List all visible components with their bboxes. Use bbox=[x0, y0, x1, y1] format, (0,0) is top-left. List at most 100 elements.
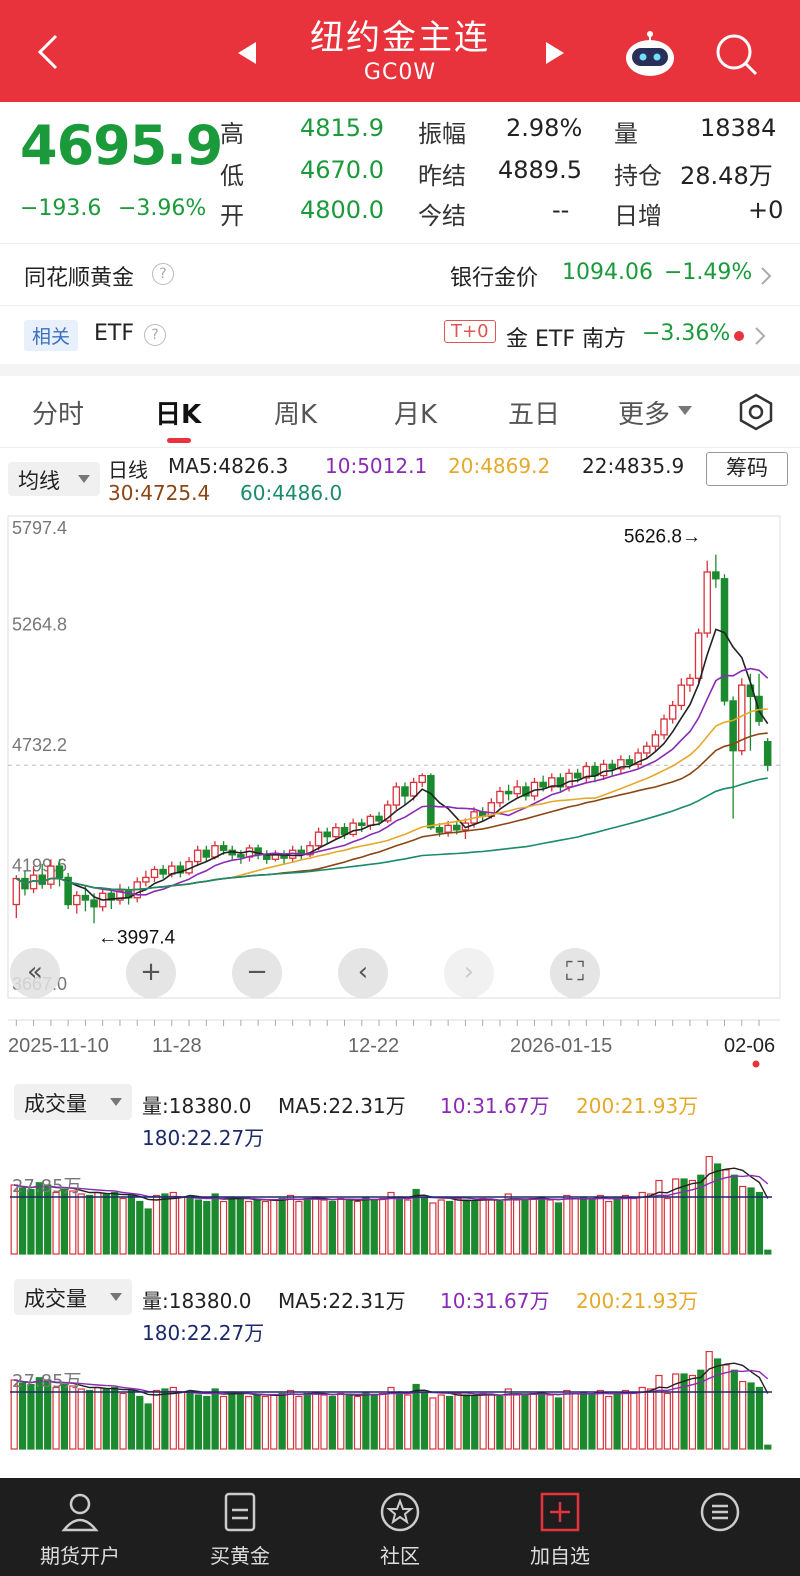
robot-assistant-icon[interactable] bbox=[622, 28, 678, 80]
section-divider bbox=[0, 364, 800, 376]
volume-bar bbox=[713, 1358, 722, 1450]
candle-body bbox=[107, 892, 116, 901]
candle-body bbox=[548, 777, 556, 788]
candle-body bbox=[625, 759, 634, 765]
volume-bar bbox=[85, 1194, 94, 1255]
volume-bar bbox=[144, 1208, 152, 1255]
candle-body bbox=[729, 700, 737, 752]
candle-body bbox=[12, 877, 21, 906]
tab-weekly-k[interactable]: 周K bbox=[274, 400, 318, 430]
volume-bar bbox=[739, 1380, 747, 1450]
gold-related-row[interactable]: 同花顺黄金 ? 银行金价 1094.06 −1.49% bbox=[0, 244, 800, 306]
volume-select[interactable]: 成交量 bbox=[14, 1084, 132, 1120]
prev-settle-label: 昨结 bbox=[418, 162, 466, 190]
volume-bar bbox=[136, 1395, 144, 1450]
candle-body bbox=[401, 786, 409, 797]
volume-panel-2[interactable]: 成交量 量:18380.0 MA5:22.31万 10:31.67万 200:2… bbox=[0, 1273, 800, 1463]
volume-bar bbox=[705, 1351, 713, 1450]
volume-panel-1[interactable]: 成交量 量:18380.0 MA5:22.31万 10:31.67万 200:2… bbox=[0, 1078, 800, 1268]
help-icon[interactable]: ? bbox=[152, 263, 174, 285]
x-tick-label: 12-22 bbox=[348, 1035, 399, 1057]
volume-bar bbox=[646, 1193, 655, 1255]
volume-bar bbox=[680, 1373, 688, 1450]
candle-body bbox=[383, 804, 392, 822]
etf-related-row[interactable]: 相关 ETF ? T+0 金 ETF 南方 −3.36% bbox=[0, 306, 800, 364]
candle-body bbox=[47, 865, 55, 885]
zoom-out-button[interactable]: − bbox=[232, 948, 282, 998]
candle-body bbox=[496, 790, 504, 804]
volume-bar bbox=[219, 1200, 228, 1255]
volume-bar bbox=[111, 1386, 119, 1450]
tab-monthly-k[interactable]: 月K bbox=[394, 400, 438, 430]
nav-menu[interactable] bbox=[640, 1478, 800, 1576]
prev-contract-icon[interactable] bbox=[232, 38, 262, 68]
volume-bar bbox=[44, 1184, 52, 1255]
candle-body bbox=[677, 684, 686, 707]
search-icon[interactable] bbox=[712, 30, 762, 80]
volume-bar bbox=[395, 1196, 403, 1255]
kline-kind: 日线 bbox=[108, 458, 148, 482]
zoom-in-button[interactable]: + bbox=[126, 948, 176, 998]
fullscreen-button[interactable]: ⛶ bbox=[550, 948, 600, 998]
volume-bar bbox=[454, 1392, 462, 1450]
related-tag: 相关 bbox=[24, 320, 79, 351]
settings-icon[interactable] bbox=[736, 392, 776, 432]
vol-ma180: 180:22.27万 bbox=[142, 1321, 265, 1345]
volume-bar bbox=[10, 1379, 18, 1450]
tab-daily-k[interactable]: 日K bbox=[155, 400, 202, 430]
volume-bar bbox=[136, 1200, 144, 1255]
candle-body bbox=[159, 868, 167, 875]
volume-bar bbox=[77, 1388, 85, 1450]
volume-bar bbox=[596, 1389, 604, 1450]
volume-bar bbox=[245, 1200, 253, 1255]
kline-chart[interactable]: 5797.45264.84732.24199.63667.05626.8→←39… bbox=[0, 508, 800, 1068]
kline-svg[interactable]: 5797.45264.84732.24199.63667.05626.8→←39… bbox=[0, 508, 800, 1068]
indicator-select[interactable]: 均线 bbox=[8, 462, 100, 496]
volume-bar bbox=[663, 1197, 671, 1255]
volume-select-label: 成交量 bbox=[24, 1287, 87, 1311]
volume-select-label: 成交量 bbox=[24, 1092, 87, 1116]
tab-more[interactable]: 更多 bbox=[618, 400, 671, 430]
volume-bar bbox=[270, 1394, 278, 1450]
volume-bar bbox=[579, 1391, 588, 1450]
volume-bar bbox=[538, 1196, 546, 1255]
chevron-right-icon bbox=[755, 327, 766, 345]
back-arrow-icon[interactable] bbox=[30, 32, 70, 72]
volume-bar bbox=[412, 1188, 420, 1255]
ma10-line bbox=[15, 667, 769, 896]
volume-bar bbox=[512, 1199, 521, 1255]
open-label: 开 bbox=[220, 202, 244, 230]
help-icon[interactable]: ? bbox=[144, 324, 166, 346]
etf-name: 金 ETF 南方 bbox=[506, 327, 626, 352]
tab-five-day[interactable]: 五日 bbox=[508, 400, 561, 430]
nav-add-watchlist[interactable]: 加自选 bbox=[480, 1478, 640, 1576]
scroll-left-button[interactable]: ‹ bbox=[338, 948, 388, 998]
volume-bar bbox=[387, 1386, 395, 1450]
chip-distribution-button[interactable]: 筹码 bbox=[706, 452, 788, 486]
x-tick-label: 11-28 bbox=[152, 1035, 202, 1057]
oi-change-label: 日增 bbox=[614, 202, 662, 230]
nav-community[interactable]: 社区 bbox=[320, 1478, 480, 1576]
next-contract-icon[interactable] bbox=[540, 38, 570, 68]
nav-futures-account[interactable]: 期货开户 bbox=[0, 1478, 160, 1576]
volume-bar bbox=[420, 1196, 429, 1255]
volume-bar bbox=[60, 1188, 69, 1255]
rewind-button[interactable]: « bbox=[10, 948, 60, 998]
open-interest-label: 持仓 bbox=[614, 162, 662, 190]
volume-bar bbox=[320, 1199, 328, 1255]
vol-ma10: 10:31.67万 bbox=[440, 1094, 550, 1118]
tab-intraday[interactable]: 分时 bbox=[32, 400, 85, 430]
candle-body bbox=[686, 677, 694, 686]
candle-body bbox=[763, 741, 772, 766]
scroll-right-button[interactable]: › bbox=[444, 948, 494, 998]
candle-body bbox=[90, 899, 98, 908]
volume-bar bbox=[596, 1194, 604, 1255]
low-label: 低 bbox=[220, 162, 244, 190]
volume-bar bbox=[186, 1392, 194, 1450]
ma22-value: 22:4835.9 bbox=[582, 454, 685, 478]
volume-bar bbox=[730, 1174, 738, 1255]
volume-bar bbox=[102, 1193, 110, 1255]
volume-bar bbox=[35, 1182, 43, 1255]
nav-buy-gold[interactable]: 买黄金 bbox=[160, 1478, 320, 1576]
volume-select[interactable]: 成交量 bbox=[14, 1279, 132, 1315]
